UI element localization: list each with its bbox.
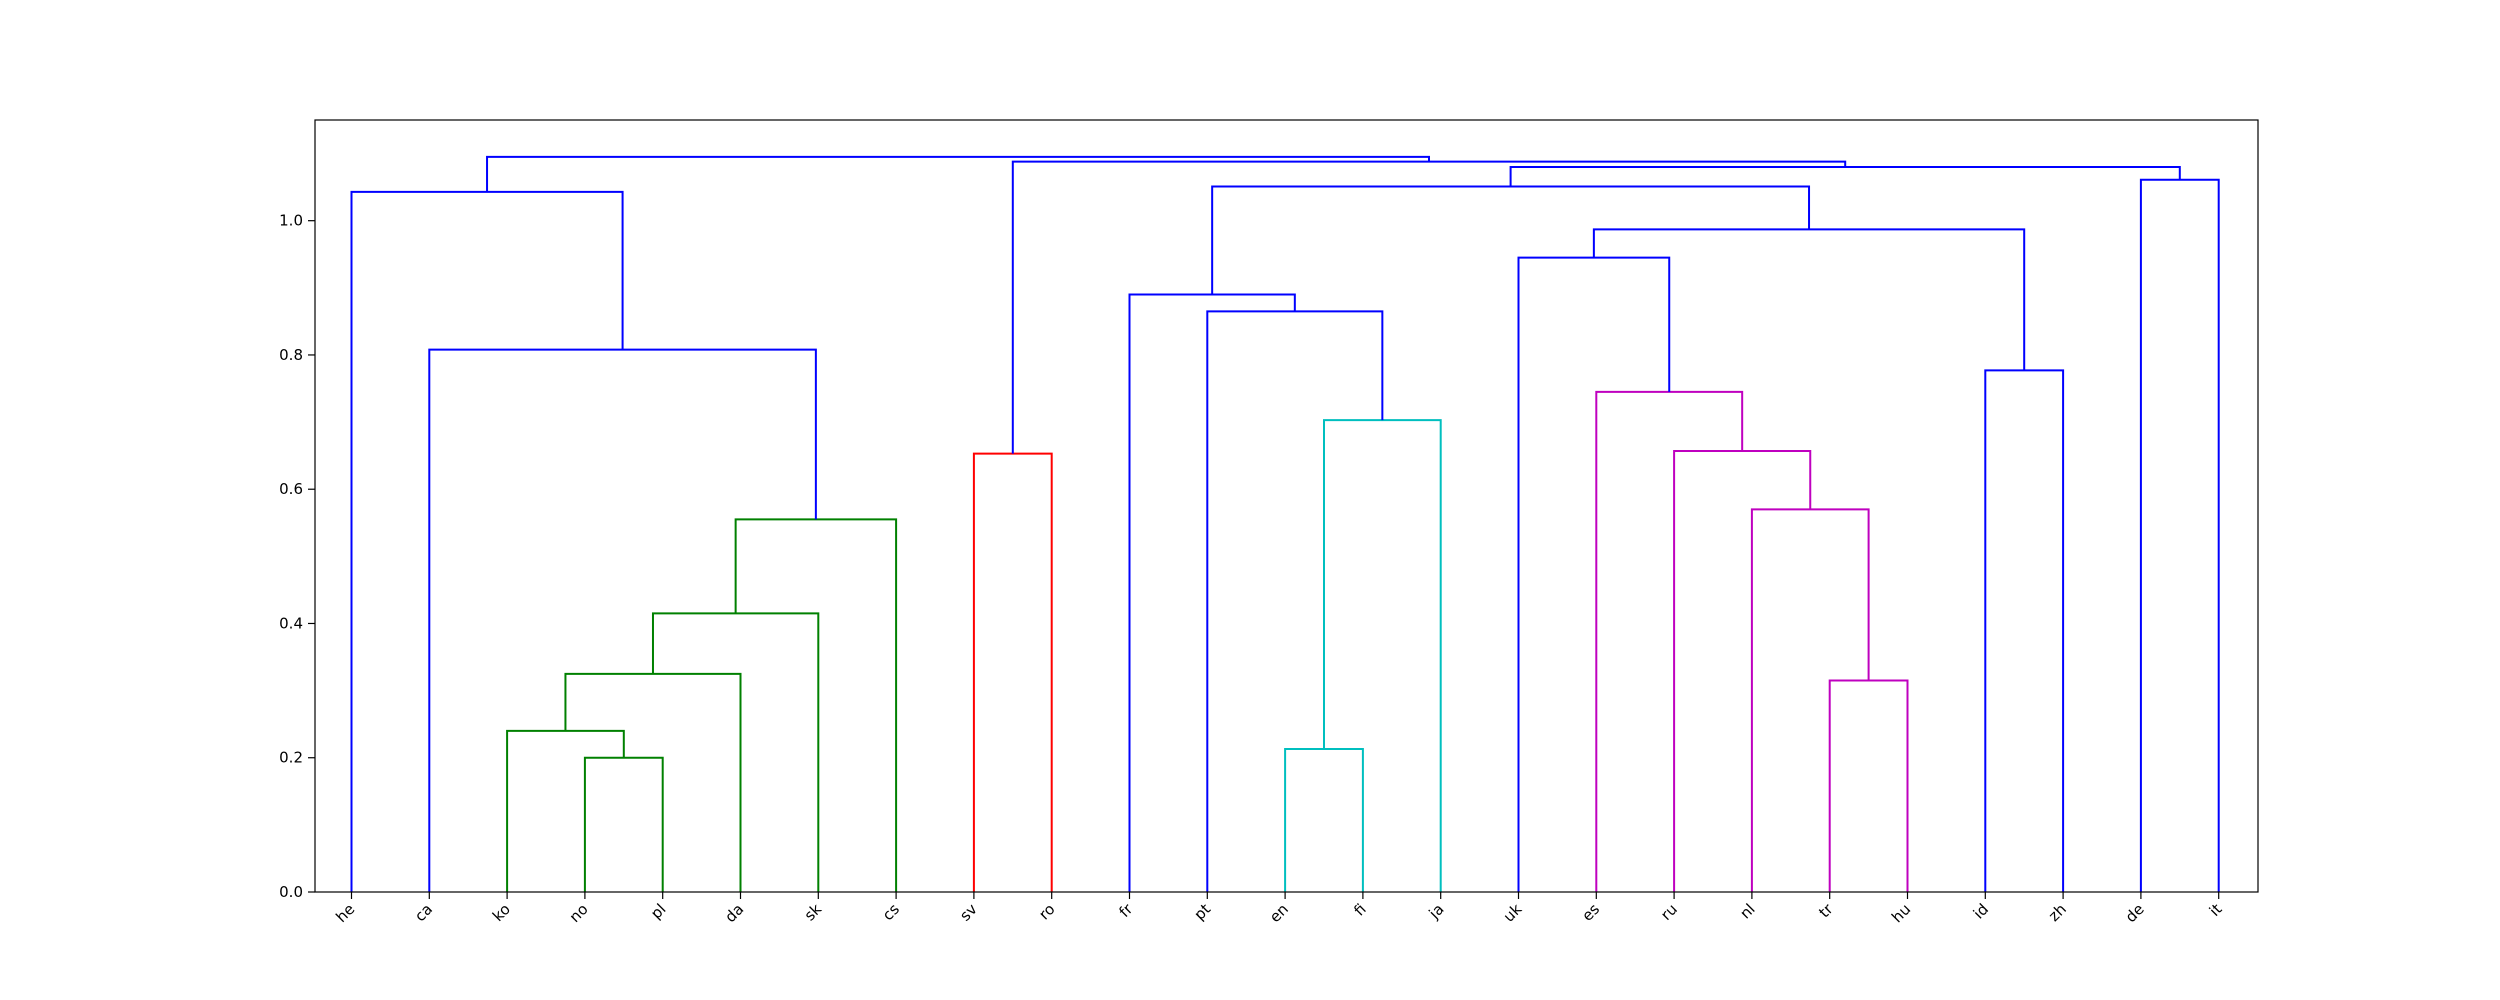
y-tick-label-3: 0.6 (279, 480, 303, 498)
dendrogram-link-9 (1323, 419, 1442, 892)
y-axis: 0.0 0.2 0.4 0.6 0.8 1.0 (279, 212, 315, 901)
x-tick-label-nl: nl (1736, 900, 1758, 922)
x-tick-label-sv: sv (956, 900, 981, 925)
y-tick-label-0: 0.0 (279, 883, 303, 901)
dendrogram-link-10 (1206, 310, 1384, 892)
x-axis: he ca ko no pl da sk cs sv ro fr pt en fi ja uk es ru nl tr… (332, 892, 2226, 926)
dendrogram-link-17 (1984, 369, 2065, 892)
dendrogram-link-1 (506, 729, 625, 892)
x-tick-label-ja: ja (1425, 900, 1448, 923)
x-tick-label-it: it (2206, 900, 2226, 920)
x-tick-label-de: de (2122, 900, 2148, 926)
x-tick-label-uk: uk (1500, 900, 1526, 926)
dendrogram-link-0 (583, 756, 664, 892)
dendrogram-link-15 (1595, 390, 1744, 892)
dendrogram-link-14 (1673, 449, 1812, 892)
x-tick-label-da: da (721, 900, 747, 926)
x-tick-label-zh: zh (2045, 900, 2070, 925)
y-tick-label-4: 0.8 (279, 346, 303, 364)
x-tick-label-tr: tr (1815, 900, 1837, 922)
x-tick-label-he: he (332, 900, 358, 926)
dendrogram-link-3 (651, 612, 820, 892)
dendrogram-link-18 (1592, 228, 2026, 371)
x-tick-label-fi: fi (1350, 900, 1369, 919)
plot-frame (314, 119, 2259, 893)
x-tick-label-cs: cs (879, 900, 903, 924)
x-tick-label-es: es (1578, 900, 1603, 925)
x-tick-label-ca: ca (411, 900, 436, 925)
dendrogram-link-8 (1284, 748, 1364, 892)
dendrogram-link-4 (734, 518, 898, 892)
dendrogram-link-20 (2139, 178, 2220, 892)
dendrogram-link-19 (1211, 185, 1811, 295)
dendrogram-link-6 (350, 190, 624, 892)
dendrogram-link-16 (1517, 256, 1671, 892)
dendrogram-link-22 (1011, 160, 1847, 454)
x-tick-label-id: id (1970, 900, 1992, 922)
dendrogram-link-2 (564, 672, 742, 892)
x-tick-label-pt: pt (1191, 900, 1215, 924)
dendrogram-link-23 (486, 155, 1430, 192)
dendrogram-link-11 (1128, 293, 1296, 892)
dendrogram-link-21 (1509, 165, 2181, 187)
dendrogram-link-5 (428, 348, 817, 892)
y-tick-label-1: 0.2 (279, 749, 303, 767)
x-tick-label-en: en (1266, 900, 1292, 926)
y-tick-label-2: 0.4 (279, 614, 303, 632)
dendrogram-link-7 (972, 452, 1053, 892)
x-tick-label-hu: hu (1888, 900, 1914, 926)
dendrogram-link-13 (1750, 508, 1870, 892)
dendrogram-links (350, 155, 2220, 892)
dendrogram-link-12 (1828, 679, 1909, 892)
x-tick-label-ro: ro (1035, 900, 1058, 923)
x-tick-label-ko: ko (489, 900, 514, 925)
x-tick-label-sk: sk (801, 900, 826, 925)
x-tick-label-fr: fr (1116, 900, 1137, 921)
x-tick-label-pl: pl (647, 900, 669, 922)
x-tick-label-ru: ru (1657, 900, 1681, 924)
y-tick-label-5: 1.0 (279, 212, 303, 230)
x-tick-label-no: no (566, 900, 592, 926)
